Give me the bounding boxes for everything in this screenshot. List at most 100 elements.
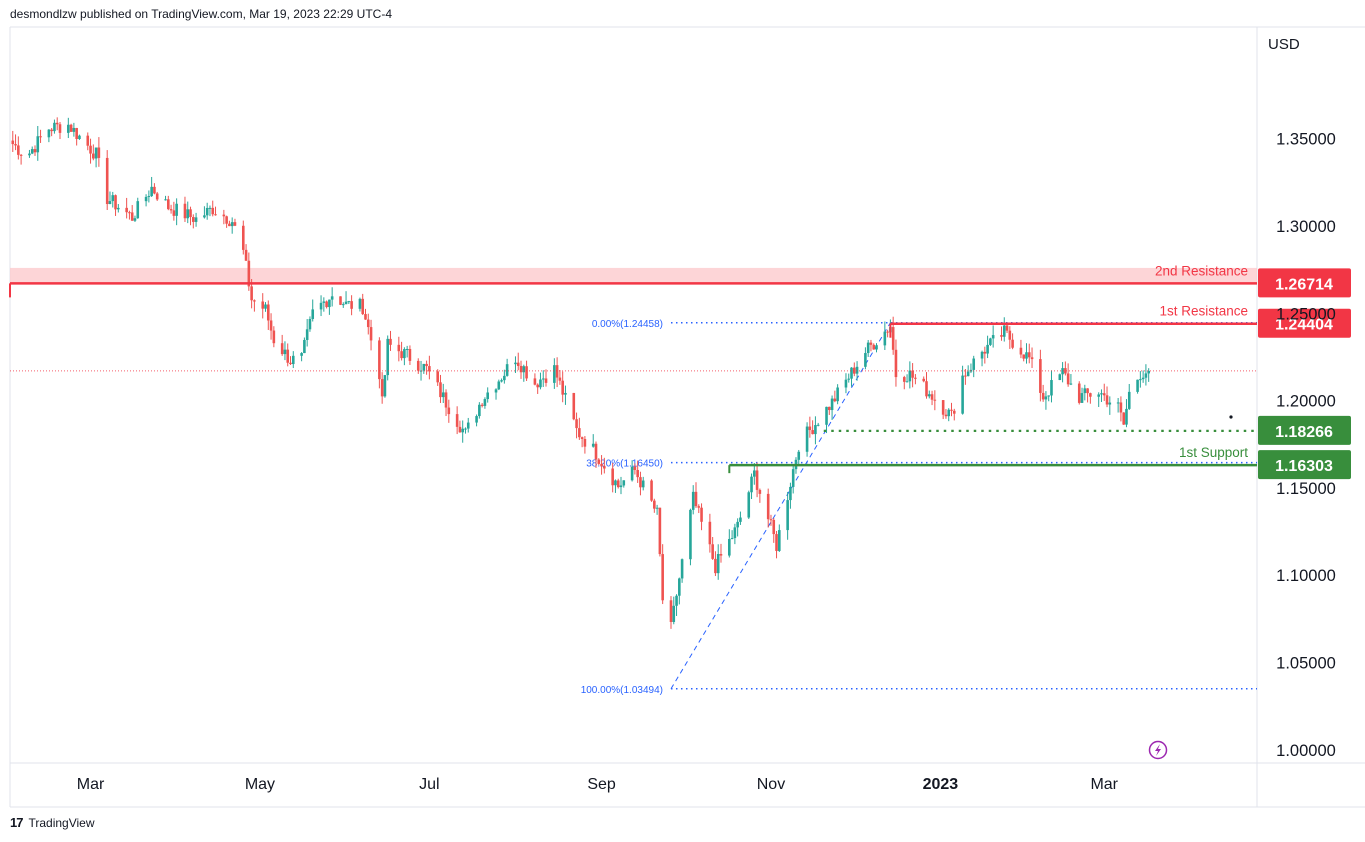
candle[interactable] <box>991 325 995 348</box>
candle[interactable] <box>47 129 51 143</box>
candle[interactable] <box>553 358 556 389</box>
candle[interactable] <box>689 508 692 566</box>
candle[interactable] <box>778 524 781 552</box>
candle[interactable] <box>983 346 987 364</box>
candle[interactable] <box>1089 392 1092 404</box>
candle[interactable] <box>950 402 953 417</box>
candle[interactable] <box>86 132 90 151</box>
candle[interactable] <box>222 209 226 225</box>
candle[interactable] <box>1077 381 1081 405</box>
candle[interactable] <box>1064 361 1067 376</box>
candle[interactable] <box>383 374 387 398</box>
candle[interactable] <box>719 543 723 563</box>
candle[interactable] <box>408 345 412 365</box>
candle[interactable] <box>914 374 917 385</box>
candle[interactable] <box>616 478 620 489</box>
candle[interactable] <box>1097 392 1100 407</box>
candle[interactable] <box>105 150 109 210</box>
candle[interactable] <box>167 195 170 211</box>
candle[interactable] <box>614 479 617 493</box>
candle[interactable] <box>969 363 973 374</box>
candle[interactable] <box>144 194 148 207</box>
candle[interactable] <box>253 299 256 312</box>
candle[interactable] <box>697 504 701 514</box>
candle[interactable] <box>655 504 659 515</box>
candle[interactable] <box>344 291 348 305</box>
candle[interactable] <box>416 358 420 374</box>
candle[interactable] <box>1105 386 1109 408</box>
candle[interactable] <box>805 422 809 457</box>
lightning-icon[interactable] <box>1148 740 1168 760</box>
candle[interactable] <box>733 523 737 545</box>
candle[interactable] <box>630 460 634 482</box>
candle[interactable] <box>1108 396 1112 415</box>
candle[interactable] <box>241 220 245 255</box>
price-axis-tag[interactable]: 1.16303 <box>1258 450 1351 480</box>
candle[interactable] <box>1139 371 1142 388</box>
candle[interactable] <box>583 436 587 454</box>
candle[interactable] <box>1102 383 1106 401</box>
candle[interactable] <box>1136 379 1139 394</box>
candle[interactable] <box>1022 354 1026 362</box>
fib-trend-line[interactable] <box>670 322 891 690</box>
candle[interactable] <box>466 417 470 433</box>
candle[interactable] <box>447 399 451 423</box>
candle[interactable] <box>816 422 820 427</box>
candle[interactable] <box>208 205 212 217</box>
candle[interactable] <box>111 191 115 208</box>
candle[interactable] <box>1041 384 1045 402</box>
candle[interactable] <box>405 345 409 358</box>
candle[interactable] <box>1100 389 1103 403</box>
candle[interactable] <box>533 373 537 386</box>
candle[interactable] <box>283 341 287 361</box>
candle[interactable] <box>425 360 428 375</box>
candle[interactable] <box>458 420 462 433</box>
candle[interactable] <box>758 488 762 503</box>
candle[interactable] <box>378 337 381 389</box>
candle[interactable] <box>17 136 20 160</box>
candle[interactable] <box>272 326 276 348</box>
candle[interactable] <box>541 370 545 387</box>
candle[interactable] <box>866 340 870 357</box>
candle[interactable] <box>894 339 898 387</box>
candle[interactable] <box>1019 339 1023 359</box>
candle[interactable] <box>844 373 848 394</box>
candle[interactable] <box>980 350 984 367</box>
candle[interactable] <box>564 385 567 405</box>
candle[interactable] <box>789 482 792 509</box>
candle[interactable] <box>128 210 131 220</box>
candle[interactable] <box>797 449 801 465</box>
candle[interactable] <box>164 195 167 201</box>
candle[interactable] <box>519 360 523 379</box>
candle[interactable] <box>675 594 678 616</box>
candle[interactable] <box>136 197 140 219</box>
candle[interactable] <box>1083 384 1087 401</box>
candle[interactable] <box>911 363 914 388</box>
candle[interactable] <box>175 198 178 226</box>
candle[interactable] <box>230 217 234 234</box>
candle[interactable] <box>439 374 442 403</box>
candle[interactable] <box>836 384 839 405</box>
candle[interactable] <box>397 336 401 362</box>
candle[interactable] <box>1047 395 1051 402</box>
candle[interactable] <box>89 138 92 164</box>
candle[interactable] <box>403 347 406 366</box>
candle[interactable] <box>97 137 101 167</box>
candle[interactable] <box>811 420 814 435</box>
candle[interactable] <box>927 390 931 399</box>
candle[interactable] <box>1069 374 1073 386</box>
candle[interactable] <box>922 376 926 383</box>
candle[interactable] <box>580 436 584 448</box>
candle[interactable] <box>228 220 231 227</box>
candle[interactable] <box>1002 317 1006 342</box>
candle[interactable] <box>872 343 876 350</box>
candle[interactable] <box>847 373 851 383</box>
candle[interactable] <box>189 206 192 226</box>
candle[interactable] <box>669 596 673 629</box>
candle[interactable] <box>261 293 265 319</box>
candle[interactable] <box>53 119 56 134</box>
candle[interactable] <box>500 378 503 383</box>
candle[interactable] <box>833 390 837 403</box>
candle[interactable] <box>194 212 198 227</box>
candle[interactable] <box>555 357 559 388</box>
